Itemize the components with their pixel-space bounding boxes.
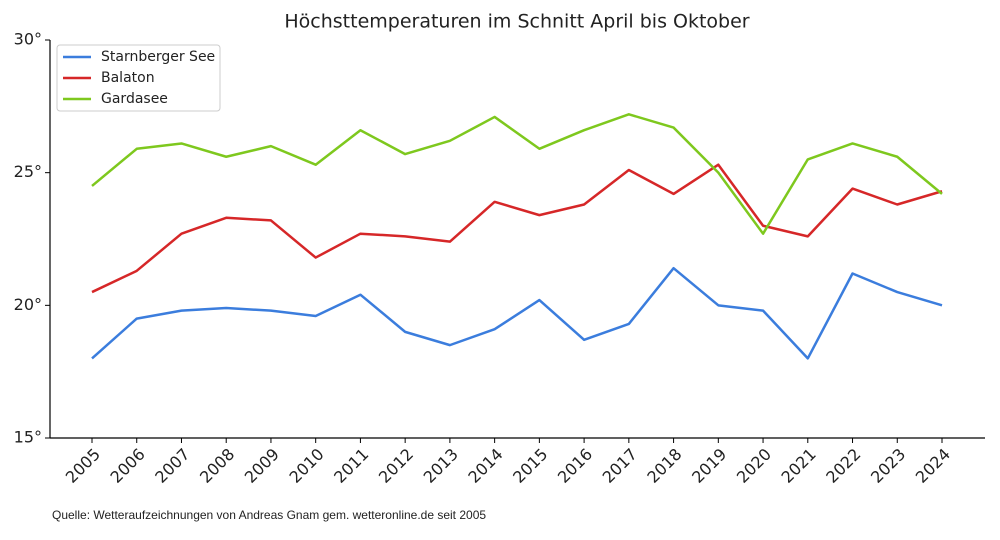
y-tick-label: 20°	[14, 295, 42, 314]
legend-label: Starnberger See	[101, 49, 215, 65]
y-tick-label: 15°	[14, 428, 42, 447]
x-tick-label: 2013	[420, 445, 462, 487]
source-note: Quelle: Wetteraufzeichnungen von Andreas…	[52, 508, 486, 522]
x-tick-label: 2016	[554, 445, 596, 487]
x-tick-label: 2022	[822, 445, 864, 487]
x-tick-label: 2010	[285, 445, 327, 487]
x-tick-label: 2021	[778, 445, 820, 487]
x-tick-label: 2023	[867, 445, 909, 487]
x-tick-label: 2017	[599, 445, 641, 487]
series-line	[91, 113, 943, 235]
x-tick-label: 2015	[509, 445, 551, 487]
legend-label: Balaton	[101, 70, 155, 86]
x-tick-label: 2014	[464, 445, 506, 487]
x-tick-label: 2005	[62, 445, 104, 487]
x-tick-label: 2024	[912, 445, 954, 487]
series-line	[91, 266, 943, 360]
x-tick-label: 2020	[733, 445, 775, 487]
legend-label: Gardasee	[101, 91, 168, 107]
x-tick-label: 2006	[107, 445, 149, 487]
chart-title: Höchsttemperaturen im Schnitt April bis …	[284, 11, 749, 33]
legend-box	[56, 44, 221, 112]
x-tick-label: 2012	[375, 445, 417, 487]
x-tick-label: 2011	[330, 445, 372, 487]
x-tick-label: 2019	[688, 445, 730, 487]
y-tick-label: 25°	[14, 162, 42, 181]
x-tick-label: 2007	[151, 445, 193, 487]
x-tick-label: 2009	[241, 445, 283, 487]
series-line	[91, 163, 943, 294]
y-tick-label: 30°	[14, 30, 42, 49]
x-tick-label: 2008	[196, 445, 238, 487]
x-tick-label: 2018	[643, 445, 685, 487]
